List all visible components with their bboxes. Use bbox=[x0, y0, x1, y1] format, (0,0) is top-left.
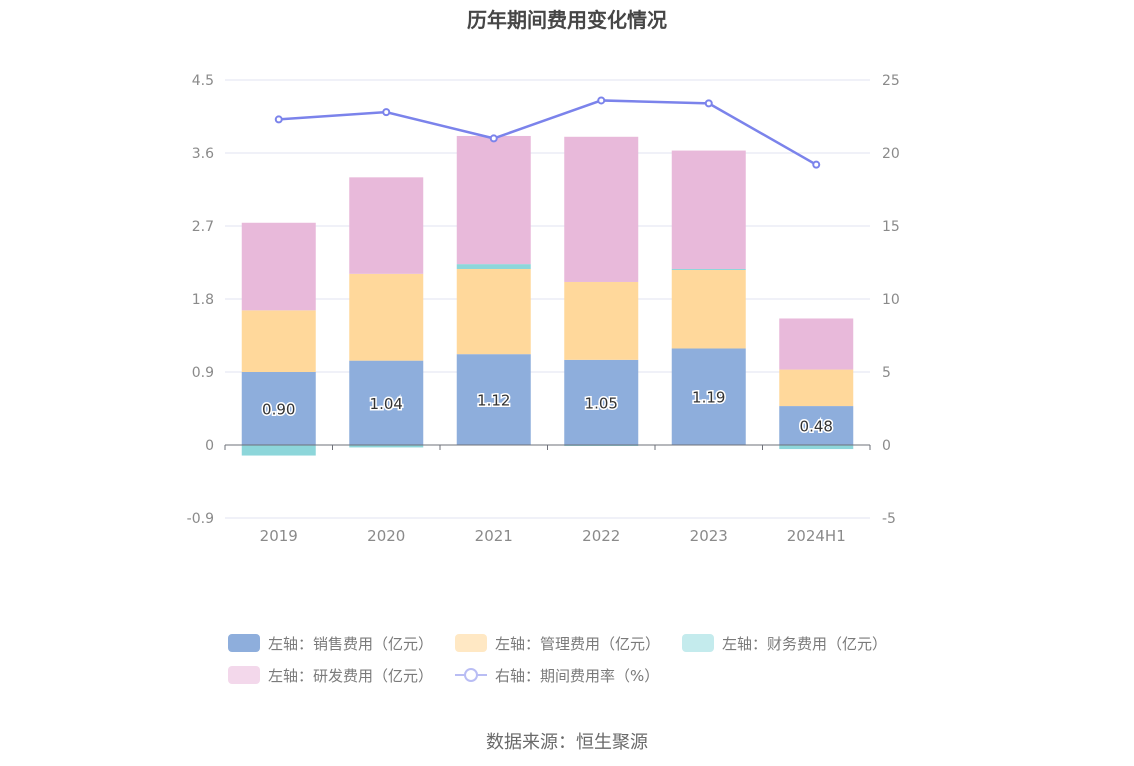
y-left-tick-label: 4.5 bbox=[192, 73, 214, 89]
rate-point-2021 bbox=[489, 134, 498, 143]
rate-point-2022 bbox=[597, 96, 606, 105]
y-left-tick-label: 0 bbox=[205, 438, 214, 454]
x-tick-label: 2024H1 bbox=[787, 527, 846, 545]
legend-label: 右轴：期间费用率（%） bbox=[495, 666, 660, 685]
legend-item-finance[interactable]: 左轴：财务费用（亿元） bbox=[682, 632, 887, 654]
bar-series bbox=[241, 135, 854, 456]
legend-label: 左轴：销售费用（亿元） bbox=[268, 634, 434, 653]
data-labels: 0.90 1.04 1.12 1.05 1.19 0.48 bbox=[261, 387, 835, 437]
legend-item-rate[interactable]: 右轴：期间费用率（%） bbox=[455, 664, 659, 686]
bar-2019 bbox=[241, 222, 316, 311]
data-label-2022: 1.05 bbox=[585, 394, 618, 412]
y-left-tick-label: 2.7 bbox=[192, 219, 214, 235]
legend-swatch-sales bbox=[228, 634, 260, 652]
y-left-tick-label: 0.9 bbox=[192, 365, 214, 381]
bar-2020 bbox=[349, 445, 424, 448]
legend-row-2: 左轴：研发费用（亿元） 右轴：期间费用率（%） bbox=[228, 664, 928, 686]
bar-2019 bbox=[241, 372, 316, 445]
bar-2020 bbox=[349, 177, 424, 274]
data-label-2023: 1.19 bbox=[692, 389, 725, 407]
legend-label: 左轴：研发费用（亿元） bbox=[268, 666, 434, 685]
bar-2021 bbox=[456, 135, 531, 265]
legend-swatch-admin bbox=[455, 634, 488, 652]
bar-2023 bbox=[671, 268, 746, 270]
y-right-tick-label: 10 bbox=[882, 292, 900, 308]
bar-2022 bbox=[564, 136, 639, 282]
x-axis: 2019 2020 2021 2022 2023 2024H1 bbox=[224, 444, 871, 545]
bar-2020 bbox=[349, 273, 424, 361]
x-tick-label: 2022 bbox=[582, 527, 620, 545]
y-axis-right: -5 0 5 10 15 20 25 bbox=[882, 73, 900, 527]
bar-2021 bbox=[456, 354, 531, 445]
x-tick-label: 2023 bbox=[690, 527, 728, 545]
legend-label: 左轴：管理费用（亿元） bbox=[495, 634, 661, 653]
rate-line bbox=[278, 99, 817, 166]
bar-2021 bbox=[456, 268, 531, 355]
legend-item-sales[interactable]: 左轴：销售费用（亿元） bbox=[228, 632, 433, 654]
rate-point-2024H1 bbox=[812, 160, 821, 169]
y-right-tick-label: 0 bbox=[882, 438, 891, 454]
legend-swatch-rd bbox=[228, 666, 260, 684]
x-tick-label: 2019 bbox=[260, 527, 298, 545]
x-tick-label: 2021 bbox=[475, 527, 513, 545]
legend: 左轴：销售费用（亿元） 左轴：管理费用（亿元） 左轴：财务费用（亿元） 左轴：研… bbox=[228, 632, 928, 696]
legend-label: 左轴：财务费用（亿元） bbox=[722, 634, 888, 653]
data-label-2019: 0.90 bbox=[262, 401, 295, 419]
x-tick-label: 2020 bbox=[367, 527, 405, 545]
y-left-tick-label: 3.6 bbox=[192, 146, 214, 162]
data-label-2021: 1.12 bbox=[477, 392, 510, 410]
bar-2022 bbox=[564, 281, 639, 360]
legend-item-admin[interactable]: 左轴：管理费用（亿元） bbox=[455, 632, 660, 654]
bar-2022 bbox=[564, 359, 639, 445]
bar-2021 bbox=[456, 264, 531, 269]
legend-row-1: 左轴：销售费用（亿元） 左轴：管理费用（亿元） 左轴：财务费用（亿元） bbox=[228, 632, 928, 654]
bar-2023 bbox=[671, 150, 746, 269]
data-label-2020: 1.04 bbox=[370, 395, 403, 413]
bar-2019 bbox=[241, 310, 316, 372]
bar-2023 bbox=[671, 348, 746, 445]
rate-point-2020 bbox=[382, 108, 391, 117]
y-left-tick-label: -0.9 bbox=[187, 511, 214, 527]
bar-2024H1 bbox=[779, 445, 854, 450]
chart-canvas: 2019 2020 2021 2022 2023 2024H1 -0.9 0 0.9 1.8 2.… bbox=[187, 73, 900, 545]
bar-2023 bbox=[671, 269, 746, 349]
y-right-tick-label: -5 bbox=[882, 511, 896, 527]
rate-point-2019 bbox=[274, 115, 283, 124]
chart-title: 历年期间费用变化情况 bbox=[467, 8, 667, 32]
bar-2019 bbox=[241, 445, 316, 456]
line-series bbox=[274, 96, 821, 169]
rate-point-2023 bbox=[704, 99, 713, 108]
y-right-tick-label: 25 bbox=[882, 73, 900, 89]
bar-2024H1 bbox=[779, 406, 854, 445]
legend-swatch-finance bbox=[682, 634, 715, 652]
y-right-tick-label: 20 bbox=[882, 146, 900, 162]
y-right-tick-label: 15 bbox=[882, 219, 900, 235]
data-label-2024H1: 0.48 bbox=[800, 418, 833, 436]
y-axis-left: -0.9 0 0.9 1.8 2.7 3.6 4.5 bbox=[187, 73, 214, 527]
bar-2020 bbox=[349, 360, 424, 445]
bar-2024H1 bbox=[779, 369, 854, 407]
bar-2024H1 bbox=[779, 318, 854, 370]
y-right-tick-label: 5 bbox=[882, 365, 891, 381]
data-source: 数据来源：恒生聚源 bbox=[486, 732, 648, 753]
legend-item-rd[interactable]: 左轴：研发费用（亿元） bbox=[228, 664, 433, 686]
y-left-tick-label: 1.8 bbox=[192, 292, 214, 308]
grid-lines bbox=[225, 79, 870, 519]
legend-line-icon bbox=[455, 666, 488, 684]
